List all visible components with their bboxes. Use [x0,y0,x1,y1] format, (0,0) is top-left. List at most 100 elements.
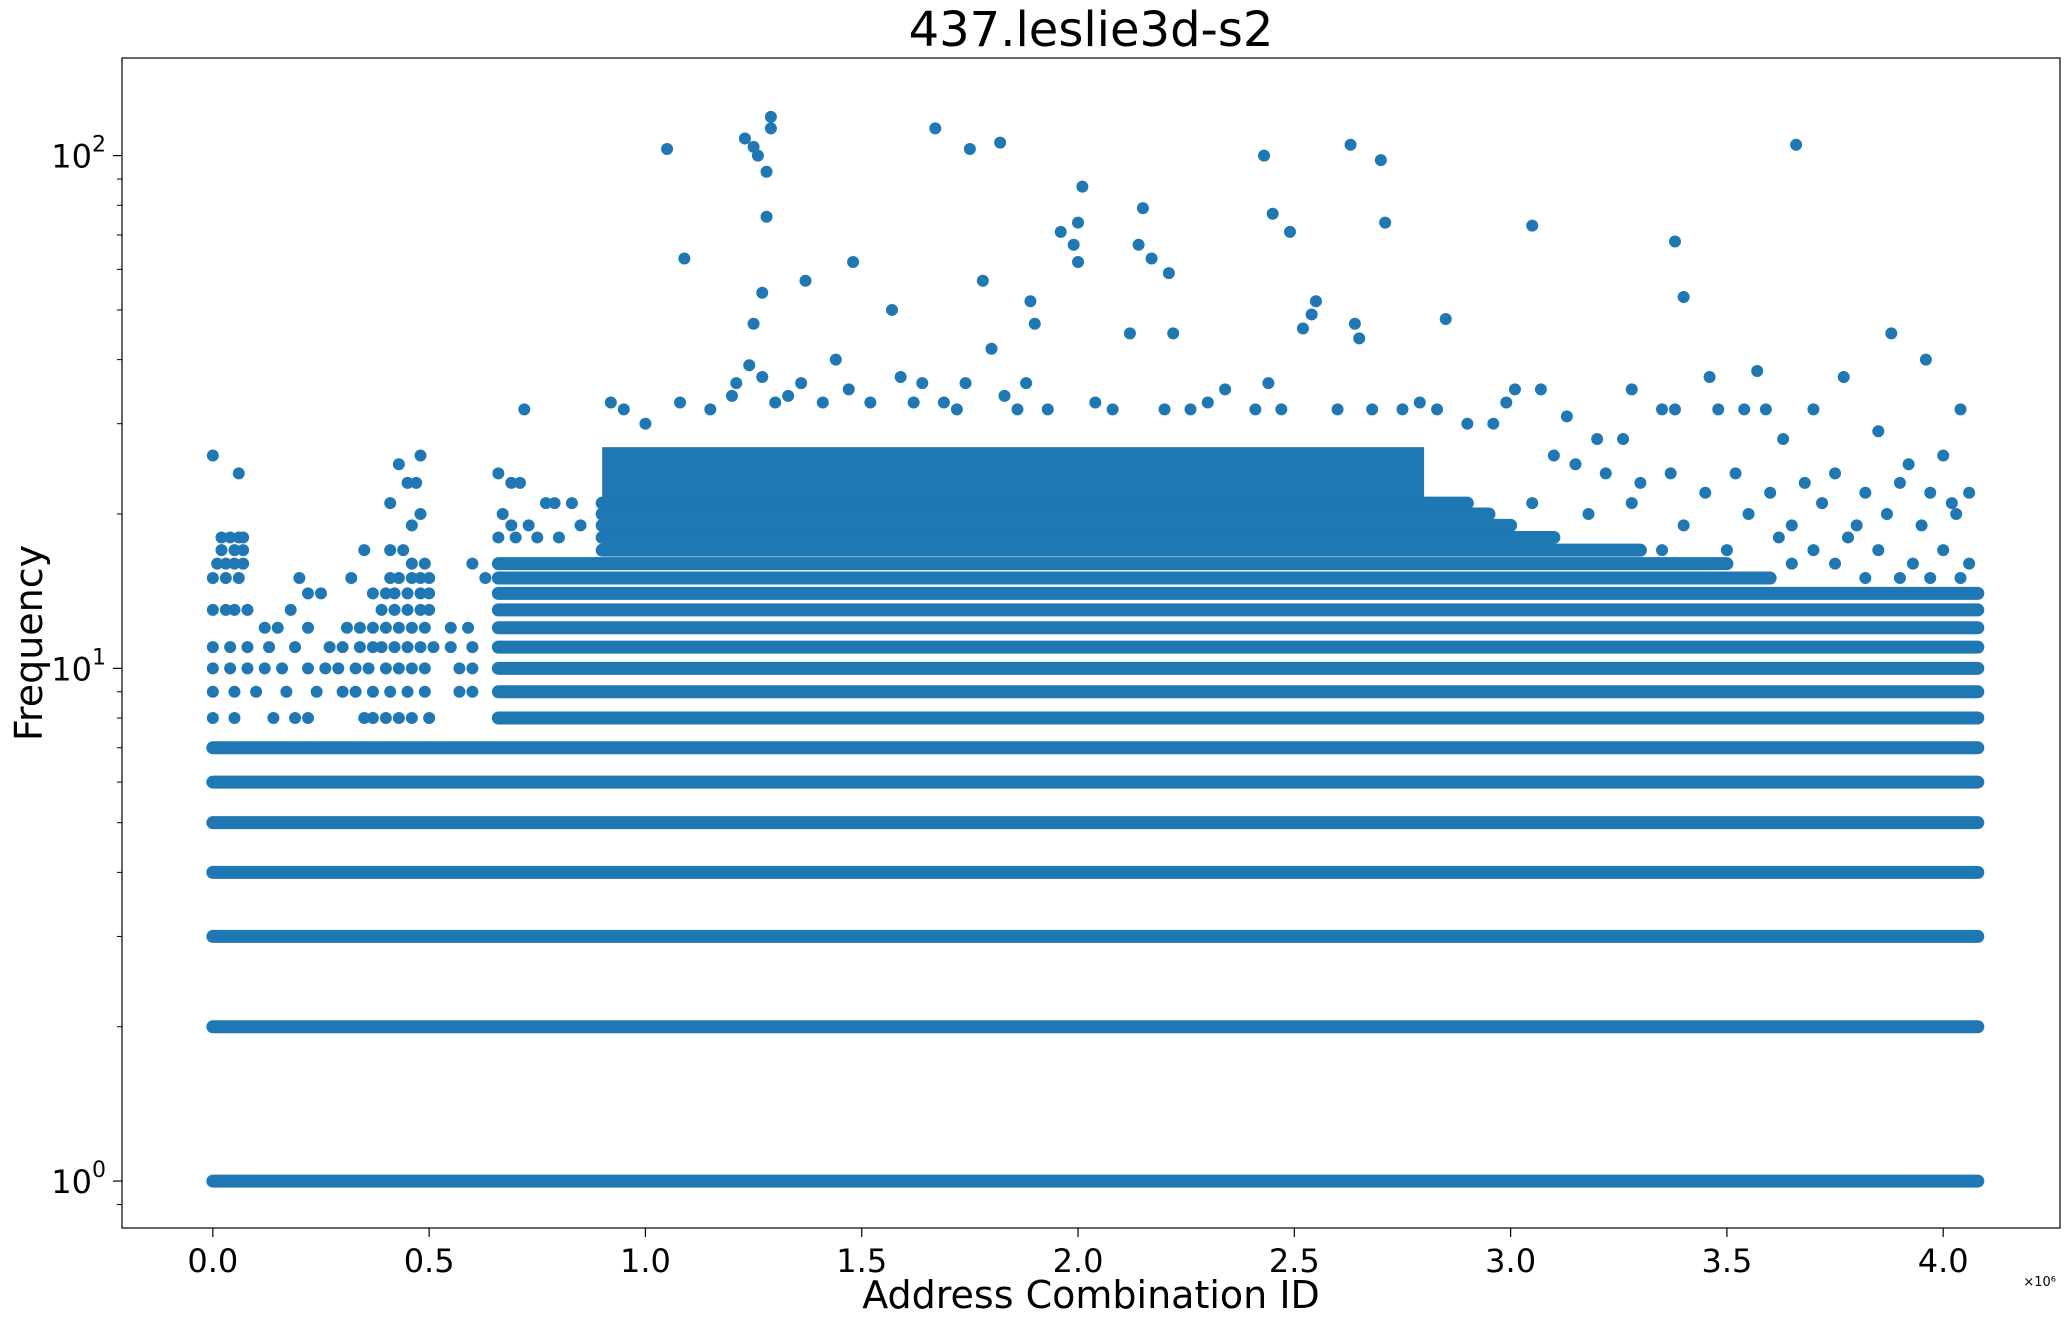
data-point [401,603,414,616]
data-point [1591,433,1604,446]
data-point [224,531,237,544]
data-point [453,662,466,675]
data-point [1413,396,1426,409]
data-point [1842,531,1855,544]
data-point [764,122,777,135]
data-point [1028,317,1041,330]
data-point [505,476,518,489]
data-point [1751,365,1764,378]
data-point [1266,207,1279,220]
data-point [1893,476,1906,489]
data-point [366,587,379,600]
data-point [531,531,544,544]
data-point [1859,486,1872,499]
data-point [1872,544,1885,557]
data-point [388,641,401,654]
data-point [1785,557,1798,570]
data-point [1954,403,1967,416]
x-axis-offset-text: ×10⁶ [2023,1275,2056,1290]
data-point [280,685,293,698]
data-point [224,662,237,675]
data-point [1258,149,1271,162]
data-point [258,621,271,634]
data-point [289,641,302,654]
data-point [423,572,436,585]
data-point [414,641,427,654]
data-point [1136,202,1149,215]
data-point [1275,403,1288,416]
data-point [1720,544,1733,557]
data-point [453,685,466,698]
data-point [302,712,315,725]
data-point [379,587,392,600]
data-point [756,286,769,299]
data-point [907,396,920,409]
data-point [466,641,479,654]
x-axis-label: Address Combination ID [862,1273,1320,1317]
data-point [206,641,219,654]
data-point [1054,225,1067,238]
data-point [1158,403,1171,416]
data-point [319,662,332,675]
data-point [1067,238,1080,251]
data-point [349,685,362,698]
data-point [782,389,795,402]
data-point [799,274,812,287]
data-point [384,497,397,510]
data-point [232,467,245,480]
data-point [1902,458,1915,471]
data-point [336,641,349,654]
data-point [302,587,315,600]
y-tick-base: 10 [51,1163,92,1201]
data-point [1041,403,1054,416]
data-point [405,621,418,634]
x-tick-label: 4.0 [1918,1242,1969,1280]
data-point [760,165,773,178]
data-point [548,497,561,510]
data-point [392,621,405,634]
x-tick-label: 0.5 [404,1242,455,1280]
data-point [423,712,436,725]
plot-frame [121,57,2061,1229]
data-point [1829,557,1842,570]
data-point [410,476,423,489]
data-point [397,544,410,557]
data-point [379,712,392,725]
data-point [1283,225,1296,238]
data-point [206,572,219,585]
data-point [1790,138,1803,151]
data-point [479,572,492,585]
data-point [401,587,414,600]
data-point [362,662,375,675]
data-point [1656,403,1669,416]
data-point [215,544,228,557]
data-point [769,396,782,409]
y-tick-base: 10 [51,650,92,688]
data-point [1262,377,1275,390]
data-point [1374,154,1387,167]
data-point [1764,486,1777,499]
data-point [496,507,509,520]
data-point [302,662,315,675]
data-point [1219,383,1232,396]
data-point [1331,403,1344,416]
data-point [994,136,1007,149]
data-point [219,603,232,616]
data-point [518,403,531,416]
data-point [894,370,907,383]
data-point [1089,396,1102,409]
data-point [276,662,289,675]
data-point [764,110,777,123]
data-point [1011,403,1024,416]
data-point [1309,295,1322,308]
data-point [1954,572,1967,585]
data-point [617,403,630,416]
data-point [1880,507,1893,520]
data-point [228,685,241,698]
data-point [1526,219,1539,232]
data-point [462,621,475,634]
data-point [237,544,250,557]
data-point [1837,370,1850,383]
data-point [349,662,362,675]
